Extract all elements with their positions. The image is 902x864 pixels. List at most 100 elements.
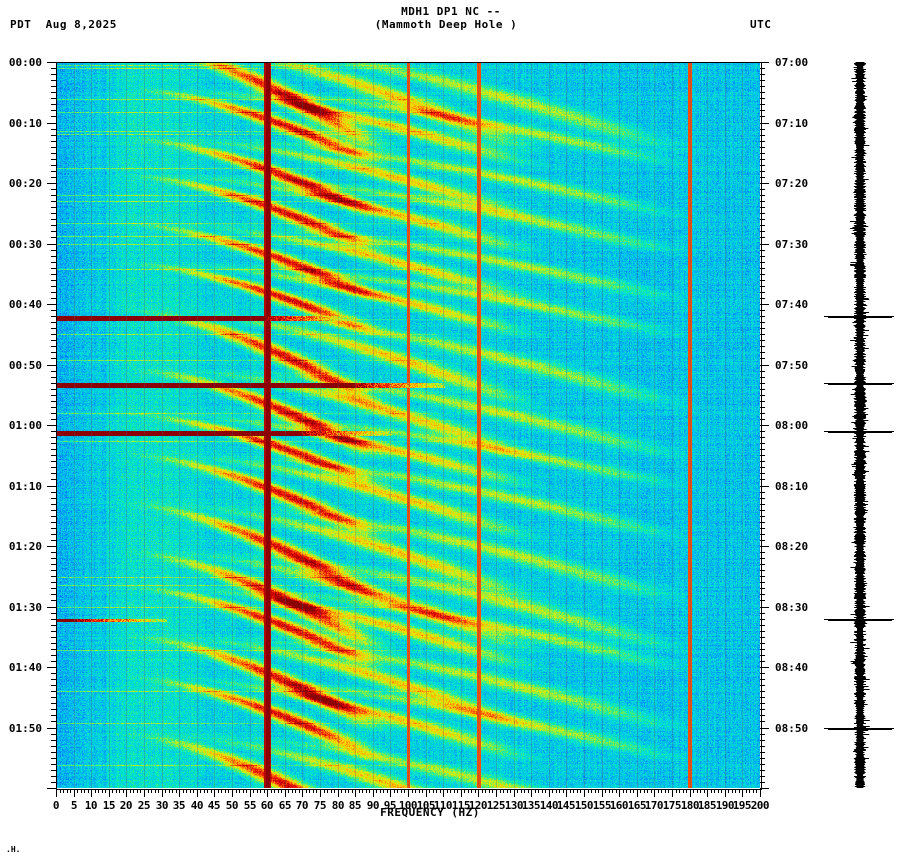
axis-tick-minor (51, 358, 56, 359)
frequency-label: 140 (539, 799, 559, 812)
axis-tick-minor (218, 789, 219, 793)
time-label: 08:10 (775, 480, 809, 493)
time-label: 07:30 (775, 238, 809, 251)
axis-tick-minor (51, 201, 56, 202)
axis-tick-minor (735, 789, 736, 793)
axis-tick-minor (324, 789, 325, 793)
axis-tick-major (408, 789, 409, 797)
axis-tick-major (47, 788, 56, 789)
axis-tick-major (250, 789, 251, 797)
axis-tick-minor (51, 776, 56, 777)
axis-tick-minor (760, 407, 765, 408)
axis-tick-minor (732, 789, 733, 793)
axis-tick-minor (760, 104, 765, 105)
time-label: 08:00 (775, 419, 809, 432)
axis-tick-minor (51, 721, 56, 722)
time-label: 00:20 (8, 177, 42, 190)
time-axis-utc: 07:00 07:10 07:20 07:30 07:40 07:50 08:00 08:10… (760, 56, 840, 789)
axis-tick-minor (521, 789, 522, 793)
axis-tick-minor (760, 80, 765, 81)
axis-tick-minor (51, 153, 56, 154)
frequency-label: 165 (627, 799, 647, 812)
axis-tick-minor (51, 165, 56, 166)
axis-tick-minor (760, 189, 765, 190)
axis-tick-minor (668, 789, 669, 793)
axis-tick-minor (711, 789, 712, 793)
axis-tick-minor (760, 758, 765, 759)
axis-tick-minor (760, 413, 765, 414)
axis-tick-minor (264, 789, 265, 793)
frequency-label: 80 (331, 799, 345, 812)
axis-tick-minor (760, 746, 765, 747)
axis-tick-minor (51, 558, 56, 559)
axis-tick-minor (51, 691, 56, 692)
axis-tick-major (461, 789, 462, 797)
axis-tick-minor (433, 789, 434, 793)
axis-tick-minor (51, 576, 56, 577)
axis-tick-minor (658, 789, 659, 793)
axis-tick-minor (51, 334, 56, 335)
axis-tick-minor (137, 789, 138, 793)
axis-tick-minor (686, 789, 687, 793)
axis-tick-minor (760, 504, 765, 505)
axis-tick-minor (760, 643, 765, 644)
axis-tick-minor (51, 746, 56, 747)
time-label: 00:10 (8, 117, 42, 130)
frequency-label: 95 (383, 799, 397, 812)
axis-tick-minor (760, 740, 765, 741)
axis-tick-minor (51, 298, 56, 299)
axis-tick-major (285, 789, 286, 797)
axis-tick-minor (760, 619, 765, 620)
axis-tick-minor (760, 528, 765, 529)
axis-tick-minor (760, 256, 765, 257)
axis-tick-minor (693, 789, 694, 793)
axis-tick-major (760, 486, 769, 487)
axis-tick-minor (609, 789, 610, 793)
axis-tick-minor (436, 789, 437, 793)
axis-tick-minor (760, 637, 765, 638)
axis-tick-minor (130, 789, 131, 793)
axis-tick-major (584, 789, 585, 797)
axis-tick-minor (760, 715, 765, 716)
axis-tick-major (531, 789, 532, 797)
axis-tick-minor (429, 789, 430, 793)
axis-tick-minor (760, 225, 765, 226)
axis-tick-minor (67, 789, 68, 793)
frequency-label: 170 (644, 799, 664, 812)
axis-tick-minor (253, 789, 254, 793)
time-label: 07:40 (775, 298, 809, 311)
axis-tick-minor (422, 789, 423, 793)
axis-tick-minor (760, 516, 765, 517)
time-axis-local: 00:00 00:10 00:20 00:30 00:40 00:50 01:00 01:10… (0, 56, 56, 789)
frequency-label: 150 (574, 799, 594, 812)
axis-tick-minor (151, 789, 152, 793)
axis-tick-minor (51, 582, 56, 583)
axis-tick-minor (81, 789, 82, 793)
time-label: 08:20 (775, 540, 809, 553)
frequency-label: 195 (732, 799, 752, 812)
axis-tick-major (74, 789, 75, 797)
axis-tick-minor (718, 789, 719, 793)
axis-tick-major (47, 62, 56, 63)
axis-tick-major (144, 789, 145, 797)
axis-tick-major (162, 789, 163, 797)
axis-tick-minor (190, 789, 191, 793)
axis-tick-minor (760, 358, 765, 359)
axis-tick-minor (148, 789, 149, 793)
axis-tick-minor (51, 213, 56, 214)
axis-tick-minor (51, 98, 56, 99)
axis-tick-minor (760, 558, 765, 559)
axis-tick-minor (51, 268, 56, 269)
axis-tick-minor (51, 461, 56, 462)
axis-tick-minor (112, 789, 113, 793)
axis-tick-minor (51, 637, 56, 638)
axis-tick-minor (440, 789, 441, 793)
axis-tick-minor (243, 789, 244, 793)
axis-tick-minor (236, 789, 237, 793)
axis-tick-minor (760, 116, 765, 117)
axis-tick-minor (327, 789, 328, 793)
axis-tick-minor (760, 540, 765, 541)
axis-tick-major (637, 789, 638, 797)
axis-tick-minor (485, 789, 486, 793)
axis-tick-major (602, 789, 603, 797)
